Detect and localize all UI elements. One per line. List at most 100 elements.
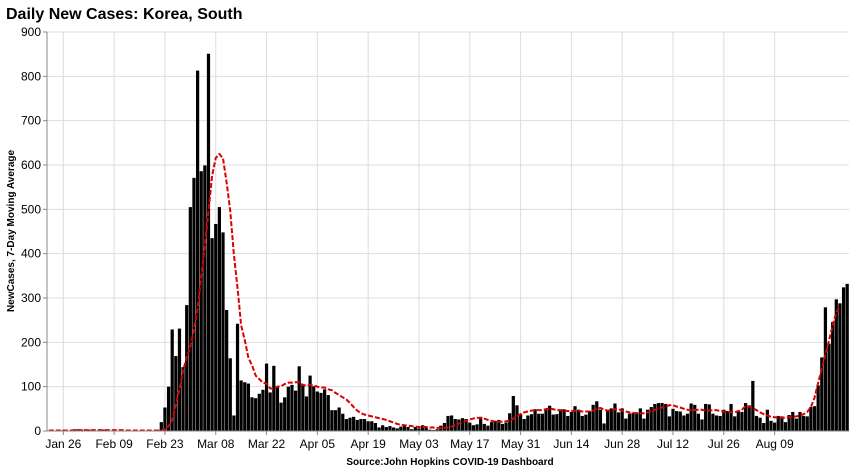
- bar: [359, 419, 363, 431]
- bar: [598, 409, 603, 431]
- bar: [827, 343, 831, 431]
- bar: [787, 415, 791, 431]
- bar: [831, 321, 835, 431]
- bar: [540, 413, 544, 431]
- bar: [341, 413, 345, 431]
- bar: [700, 419, 704, 431]
- bar: [682, 415, 686, 431]
- bar: [642, 418, 646, 431]
- y-tick-label: 100: [21, 380, 41, 394]
- bar: [649, 407, 653, 431]
- bar: [475, 424, 479, 431]
- bar: [235, 323, 240, 431]
- bar: [435, 429, 439, 431]
- bar: [304, 396, 309, 431]
- bar: [544, 408, 548, 431]
- bar: [261, 389, 265, 431]
- bar: [428, 429, 432, 431]
- bar: [246, 383, 251, 431]
- bar: [794, 418, 798, 431]
- bar: [243, 382, 247, 431]
- bar: [489, 422, 494, 431]
- bar: [562, 409, 566, 431]
- bar: [181, 367, 185, 431]
- ticks-layer: 0 100 200 300 400 500 600 700 800 900 Jan 26 Feb 09…: [21, 25, 794, 451]
- bar: [685, 413, 690, 431]
- x-tick-label: Jun 28: [604, 437, 640, 451]
- bar: [624, 418, 628, 431]
- axes-layer: [46, 32, 849, 432]
- y-tick-label: 400: [21, 247, 41, 261]
- bar: [257, 393, 261, 431]
- bar: [783, 422, 788, 431]
- bar: [497, 419, 501, 431]
- bar: [613, 403, 617, 431]
- bar: [533, 409, 537, 431]
- bar: [762, 423, 766, 431]
- bar: [373, 423, 378, 431]
- bar: [482, 423, 486, 431]
- bar: [170, 329, 174, 431]
- bar: [664, 403, 668, 431]
- bar: [337, 407, 341, 431]
- y-tick-label: 200: [21, 335, 41, 349]
- bar: [384, 427, 388, 431]
- bar: [206, 53, 211, 431]
- x-axis-title: Source:John Hopkins COVID-19 Dashboard: [346, 457, 553, 468]
- bar: [511, 395, 515, 431]
- bar: [101, 429, 105, 431]
- bar: [413, 427, 417, 431]
- bar: [754, 415, 759, 431]
- bar: [185, 305, 189, 431]
- bar: [286, 386, 290, 431]
- bar: [221, 232, 225, 431]
- x-tick-label: Apr 19: [350, 437, 386, 451]
- bar: [272, 365, 276, 431]
- y-tick-label: 500: [21, 202, 41, 216]
- bar: [526, 415, 530, 431]
- bar: [606, 410, 610, 431]
- bar: [751, 380, 755, 431]
- bar: [627, 413, 632, 431]
- bar: [348, 417, 352, 431]
- bar: [609, 408, 613, 431]
- bar: [315, 391, 319, 431]
- bar: [656, 403, 661, 431]
- y-tick-label: 300: [21, 291, 41, 305]
- bar: [577, 409, 581, 431]
- bar: [388, 426, 392, 431]
- bar: [537, 413, 541, 431]
- bar: [515, 405, 519, 431]
- bar: [678, 411, 682, 431]
- bar: [704, 403, 708, 431]
- bar: [595, 401, 599, 431]
- bar: [696, 413, 701, 431]
- bar: [323, 389, 327, 431]
- bar: [377, 427, 381, 431]
- bar: [279, 402, 283, 431]
- bar: [569, 411, 573, 431]
- x-tick-label: May 31: [501, 437, 541, 451]
- bar: [733, 416, 737, 431]
- bar: [638, 408, 642, 431]
- bar: [689, 403, 693, 431]
- bar: [290, 384, 294, 431]
- x-tick-label: May 17: [450, 437, 490, 451]
- bar: [736, 411, 740, 431]
- chart-title: Daily New Cases: Korea, South: [6, 6, 243, 23]
- bar: [381, 425, 385, 431]
- bar: [450, 415, 454, 431]
- bar: [457, 419, 461, 431]
- bar: [352, 416, 356, 431]
- x-tick-label: Apr 05: [300, 437, 336, 451]
- bar: [820, 357, 824, 431]
- bar: [587, 411, 592, 431]
- bar: [250, 397, 254, 431]
- y-tick-label: 600: [21, 158, 41, 172]
- bar: [671, 408, 675, 431]
- bar: [707, 404, 711, 431]
- bar: [812, 406, 817, 431]
- bar: [264, 363, 269, 431]
- bar: [573, 406, 577, 431]
